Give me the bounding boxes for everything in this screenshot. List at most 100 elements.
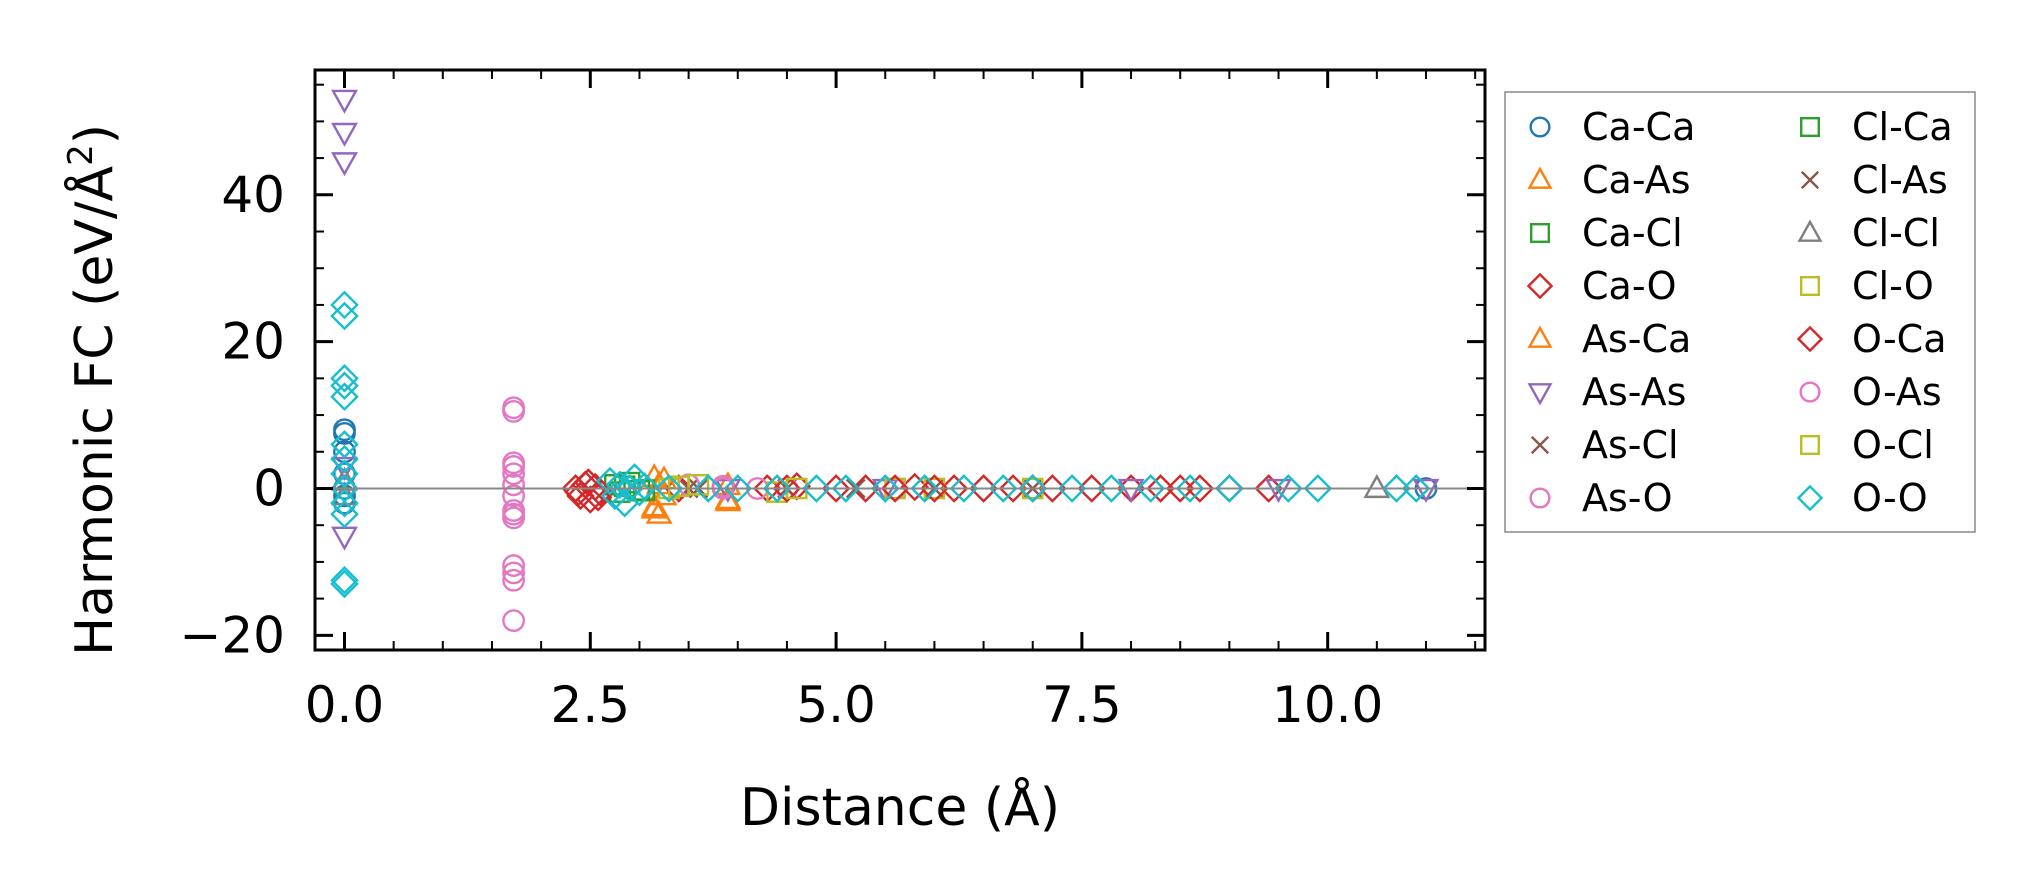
data-point xyxy=(502,568,526,592)
legend-label: As-Ca xyxy=(1582,317,1691,361)
x-tick-label: 0.0 xyxy=(305,676,385,734)
legend-marker xyxy=(1527,166,1553,189)
data-point xyxy=(330,371,359,400)
legend: Ca-Ca Ca-As Ca-Cl Ca-O As-Ca As-As As-Cl As-O Cl… xyxy=(1504,91,1976,533)
legend-label: Ca-Ca xyxy=(1582,105,1695,149)
data-point xyxy=(821,474,851,503)
data-point xyxy=(969,474,998,503)
data-point xyxy=(640,494,668,519)
data-point xyxy=(693,474,723,503)
legend-item: Ca-Ca xyxy=(1529,105,1695,149)
data-point xyxy=(1097,474,1126,503)
legend-label: O-As xyxy=(1852,370,1942,414)
data-point xyxy=(920,474,949,503)
data-point xyxy=(1165,474,1195,503)
legend-marker xyxy=(1797,219,1823,242)
data-point xyxy=(331,122,358,147)
data-point xyxy=(1303,474,1333,503)
legend-label: O-O xyxy=(1852,476,1928,520)
legend-label: O-Cl xyxy=(1852,423,1934,467)
legend-marker xyxy=(1529,116,1551,138)
y-tick-label: 20 xyxy=(221,313,285,371)
legend-marker xyxy=(1529,487,1551,509)
data-point xyxy=(330,382,359,412)
legend-item: O-Ca xyxy=(1796,317,1947,361)
data-point xyxy=(615,474,644,503)
legend-item: O-As xyxy=(1799,370,1942,414)
data-point xyxy=(998,474,1028,503)
legend-box xyxy=(1504,91,1976,533)
data-point xyxy=(502,609,526,633)
data-point xyxy=(1412,478,1440,503)
legend-label: As-O xyxy=(1582,476,1672,520)
y-axis-label-superscript: 2 xyxy=(61,144,101,166)
data-point xyxy=(605,470,635,500)
data-point xyxy=(502,554,526,577)
data-point xyxy=(711,474,735,498)
data-point xyxy=(831,474,861,503)
data-point xyxy=(1254,474,1283,503)
data-point xyxy=(502,502,526,526)
data-point xyxy=(667,475,690,498)
data-point xyxy=(1018,474,1048,503)
legend-marker xyxy=(1799,116,1820,137)
legend-marker xyxy=(1796,484,1824,512)
data-point xyxy=(330,488,359,518)
data-point xyxy=(870,474,900,503)
data-point xyxy=(502,462,526,486)
data-point xyxy=(1117,478,1145,503)
series-o-as xyxy=(502,455,735,526)
legend-marker xyxy=(1799,381,1821,403)
data-point xyxy=(330,499,359,529)
data-point xyxy=(645,499,673,524)
legend-marker xyxy=(1796,325,1824,353)
legend-marker xyxy=(1800,170,1820,190)
y-tick-label: 0 xyxy=(253,459,285,517)
data-point xyxy=(1363,474,1391,499)
legend-item: As-O xyxy=(1529,476,1672,520)
legend-marker xyxy=(1527,325,1553,348)
legend-label: As-As xyxy=(1582,370,1686,414)
data-point xyxy=(910,474,939,503)
data-point xyxy=(723,474,753,503)
legend-item: As-Ca xyxy=(1527,317,1691,361)
legend-item: Ca-Cl xyxy=(1529,211,1683,255)
data-point xyxy=(502,399,526,423)
data-point xyxy=(330,290,359,320)
data-point xyxy=(331,89,358,114)
data-point xyxy=(772,474,802,503)
legend-label: Cl-Cl xyxy=(1852,211,1940,255)
data-point xyxy=(330,444,359,474)
data-point xyxy=(988,474,1018,503)
legend-label: O-Ca xyxy=(1852,317,1947,361)
x-tick-label: 5.0 xyxy=(796,676,876,734)
plot-frame xyxy=(313,68,1487,652)
markers-layer xyxy=(330,89,1440,633)
series-as-o xyxy=(502,396,907,633)
data-point xyxy=(330,430,359,459)
y-axis-label-end: ) xyxy=(65,124,125,144)
data-point xyxy=(1057,474,1087,503)
x-axis-label: Distance (Å) xyxy=(740,776,1060,838)
legend-marker xyxy=(1526,272,1554,300)
data-point xyxy=(1265,478,1292,503)
x-tick-label: 7.5 xyxy=(1042,676,1122,734)
data-point xyxy=(1382,474,1411,503)
data-point xyxy=(851,474,880,503)
legend-marker xyxy=(1799,276,1820,297)
y-axis-label: Harmonic FC (eV/Å2) xyxy=(61,124,125,656)
legend-item: Cl-Cl xyxy=(1797,211,1940,255)
legend-item: O-Cl xyxy=(1799,423,1934,467)
legend-label: As-Cl xyxy=(1582,423,1679,467)
x-tick-label: 2.5 xyxy=(551,676,631,734)
data-point xyxy=(630,471,659,501)
data-point xyxy=(502,455,526,478)
data-point xyxy=(331,152,358,177)
data-point xyxy=(900,472,930,502)
data-point xyxy=(330,565,359,595)
legend-item: Cl-O xyxy=(1799,264,1934,308)
data-point xyxy=(654,474,684,503)
data-point xyxy=(762,474,792,503)
legend-label: Ca-Cl xyxy=(1582,211,1683,255)
